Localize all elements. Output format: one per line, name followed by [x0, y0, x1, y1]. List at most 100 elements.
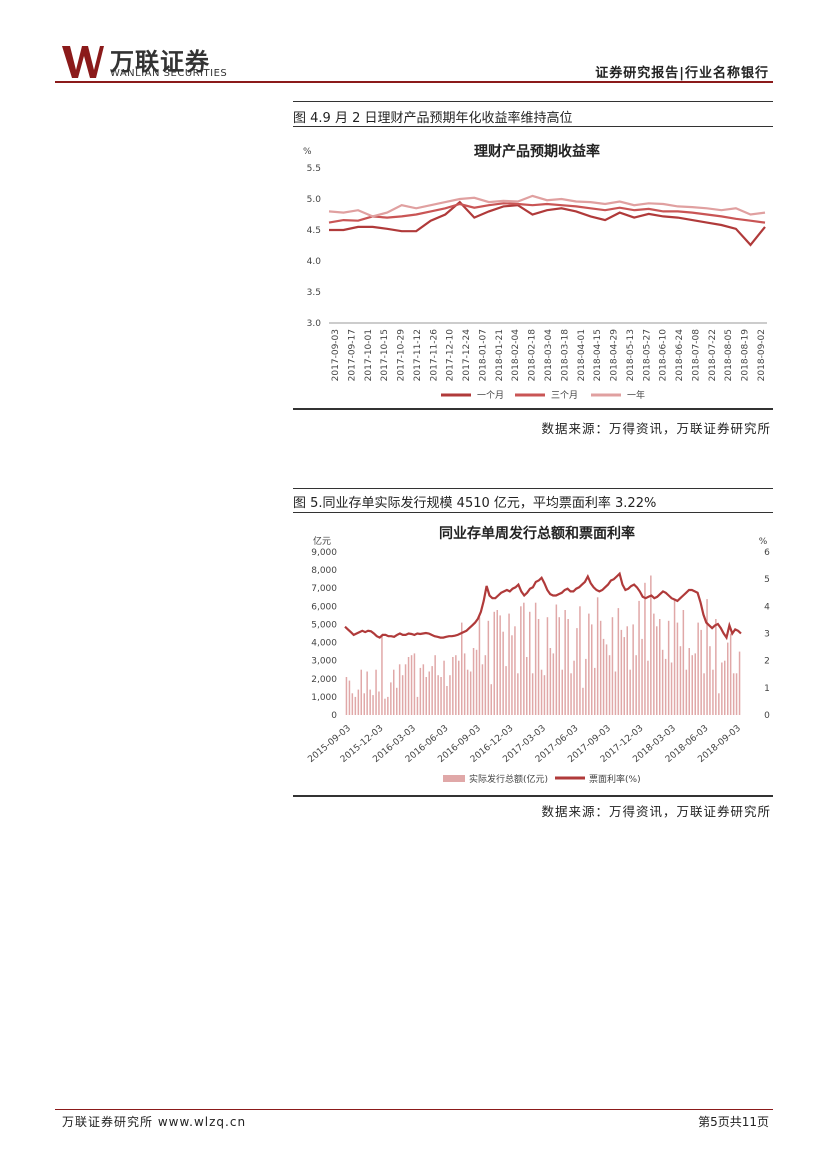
- chart4-xtick-label: 2018-05-13: [626, 329, 636, 381]
- chart5-bar: [413, 653, 416, 715]
- chart5-bar: [537, 619, 540, 715]
- chart4-xtick-label: 2018-04-29: [610, 329, 620, 382]
- chart5-ytick-right: 2: [764, 657, 770, 667]
- chart5-bar: [599, 620, 602, 715]
- figure4-chart: 理财产品预期收益率 % 5.5 5.0 4.5 4.0 3.5 3.0 2017-09-0…: [303, 143, 767, 401]
- chart5-bar: [670, 662, 673, 715]
- chart5-bar: [582, 687, 584, 715]
- chart5-bar: [404, 664, 407, 715]
- chart5-bar: [697, 622, 699, 715]
- chart5-bar: [549, 648, 552, 715]
- chart5-bar: [623, 637, 625, 715]
- chart5-bar: [638, 600, 640, 715]
- chart5-ytick-left: 4,000: [311, 639, 337, 649]
- chart5-ytick-right: 1: [764, 684, 770, 694]
- chart4-xtick-label: 2017-11-12: [413, 329, 423, 381]
- chart5-bar: [709, 646, 711, 715]
- chart5-ytick-right: 5: [764, 575, 770, 585]
- chart5-ytick-right: 0: [764, 711, 770, 721]
- chart5-bar: [505, 666, 507, 715]
- chart5-bar: [585, 658, 587, 715]
- chart5-legend-swatch-bar: [443, 775, 465, 782]
- chart5-bar: [558, 617, 560, 715]
- figure4-caption: 图 4.9 月 2 日理财产品预期年化收益率维持高位: [293, 111, 573, 126]
- chart4-xtick-label: 2017-09-17: [347, 329, 357, 381]
- chart5-ytick-left: 1,000: [311, 693, 337, 703]
- chart5-bar: [472, 648, 475, 715]
- chart5-bar: [706, 599, 708, 715]
- chart5-bar: [555, 604, 558, 715]
- chart5-bar: [735, 673, 738, 715]
- figure5-caption: 图 5.同业存单实际发行规模 4510 亿元，平均票面利率 3.22%: [293, 496, 657, 511]
- chart5-bar: [732, 673, 735, 715]
- chart5-bar: [484, 655, 487, 715]
- chart5-bar: [354, 696, 357, 715]
- chart5-bar: [718, 693, 720, 715]
- chart5-bar: [458, 660, 460, 715]
- chart4-xtick-label: 2017-11-26: [429, 329, 439, 382]
- chart4-ytick-label: 4.5: [307, 226, 321, 236]
- chart4-xtick-label: 2018-02-18: [528, 329, 538, 382]
- figure4-source: 数据来源：万得资讯，万联证券研究所: [541, 421, 771, 436]
- chart5-bar: [517, 673, 519, 715]
- chart5-bar: [591, 624, 593, 715]
- chart5-bar: [688, 648, 690, 715]
- chart5-ytick-left: 6,000: [311, 602, 337, 612]
- footer-page-number: 第5页共11页: [698, 1115, 769, 1129]
- figure5-top-rule: [293, 488, 773, 489]
- chart5-bar: [478, 617, 481, 715]
- chart5-ytick-left: 7,000: [311, 584, 337, 594]
- chart4-legend-label: 三个月: [551, 390, 578, 401]
- chart5-bar: [543, 675, 546, 715]
- chart5-bar: [502, 631, 504, 715]
- chart5-bar: [650, 575, 652, 715]
- chart5-bar: [561, 669, 563, 715]
- chart5-bar: [529, 611, 531, 715]
- chart5-title: 同业存单周发行总额和票面利率: [439, 525, 635, 542]
- chart5-bar: [567, 619, 569, 715]
- chart5-bar: [620, 629, 623, 715]
- chart5-bar: [363, 693, 365, 715]
- chart4-ytick-label: 3.0: [307, 319, 322, 329]
- chart5-bar: [605, 644, 608, 715]
- chart5-bar: [393, 669, 395, 715]
- chart5-bar: [588, 613, 590, 715]
- chart4-xtick-label: 2018-04-01: [577, 329, 587, 381]
- chart5-bar: [661, 649, 664, 715]
- chart5-ylabel-left: 亿元: [313, 535, 331, 547]
- chart5-ytick-right: 6: [764, 548, 770, 558]
- chart5-bar: [369, 689, 371, 715]
- chart5-bar: [596, 597, 599, 715]
- chart5-ytick-left: 8,000: [311, 566, 337, 576]
- chart5-bar: [461, 622, 463, 715]
- figure5-bottom-rule: [293, 795, 773, 797]
- chart5-bar: [496, 610, 498, 715]
- chart4-title: 理财产品预期收益率: [474, 143, 600, 160]
- chart5-ytick-right: 3: [764, 630, 770, 640]
- logo-text-cn: 万联证券: [110, 48, 210, 76]
- chart5-bar: [534, 602, 537, 715]
- footer-divider: [55, 1109, 773, 1110]
- chart5-bar: [635, 655, 637, 715]
- chart4-xtick-label: 2018-02-04: [511, 329, 521, 382]
- chart4-xtick-label: 2018-05-27: [642, 329, 652, 381]
- chart5-bar: [685, 669, 688, 715]
- chart5-bar: [608, 655, 611, 715]
- chart5-bar: [407, 657, 410, 715]
- chart5-bar: [360, 669, 362, 715]
- chart4-xtick-label: 2018-03-18: [560, 329, 570, 382]
- chart5-bar: [641, 638, 643, 715]
- chart5-bar: [508, 613, 510, 715]
- chart5-bar: [443, 660, 445, 715]
- chart5-bar: [570, 673, 572, 715]
- chart5-bar: [703, 673, 705, 715]
- chart4-series-line-1: [329, 200, 766, 247]
- chart5-bar: [381, 635, 383, 715]
- chart4-xtick-label: 2018-07-08: [691, 329, 701, 382]
- chart5-bar: [469, 671, 472, 715]
- chart5-bar: [375, 669, 377, 715]
- chart5-bar: [384, 698, 386, 715]
- chart4-ylabel: %: [303, 147, 312, 157]
- figure5-chart: 同业存单周发行总额和票面利率 亿元 % 9,000 8,000 7,000 6,000…: [306, 525, 770, 785]
- chart5-bar: [659, 619, 661, 715]
